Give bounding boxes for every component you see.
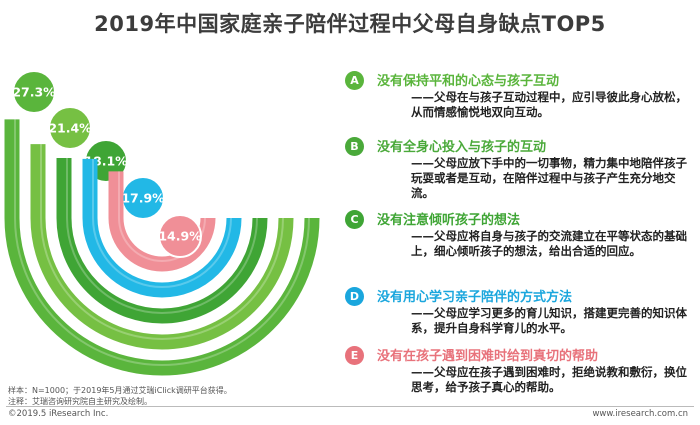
arc-bar-4: 17.9%	[82, 158, 242, 298]
arc-bar-shape	[4, 119, 320, 376]
reason-body: ——父母应将自身与孩子的交流建立在平等状态的基础上，细心倾听孩子的想法，给出合适…	[411, 229, 687, 258]
arc-bar-shape	[82, 158, 242, 298]
arc-bar-highlight	[14, 119, 310, 366]
website-link: www.iresearch.com.cn	[592, 409, 688, 419]
footer-divider	[6, 406, 694, 407]
arc-bar-3: 18.1%	[56, 139, 268, 324]
reason-body: ——父母应学习更多的育儿知识，搭建更完善的知识体系，提升自身科学育儿的水平。	[411, 306, 687, 335]
badge-c: C	[345, 210, 364, 229]
reason-body: ——父母在与孩子互动过程中，应引导彼此身心放松，从而情感愉悦地双向互动。	[411, 90, 687, 119]
arc-bar-5: 14.9%	[108, 171, 216, 272]
badge-e: E	[345, 346, 364, 365]
arc-bar-shape	[56, 157, 268, 324]
reason-body: ——父母应放下手中的一切事物，精力集中地陪伴孩子玩耍或者是互动，在陪伴过程中与孩…	[411, 156, 687, 200]
arc-bar-2: 21.4%	[30, 106, 294, 350]
copyright: ©2019.5 iResearch Inc.	[8, 409, 109, 419]
value-bubble	[12, 70, 56, 114]
value-bubble	[48, 106, 92, 150]
arc-bar-highlight	[40, 144, 284, 340]
reason-body: ——父母应在孩子遇到困难时，拒绝说教和敷衍，换位思考，给予孩子真心的帮助。	[411, 365, 687, 394]
badge-d: D	[345, 287, 364, 306]
reason-heading: 没有全身心投入与孩子的互动	[377, 140, 547, 155]
chart-title: 2019年中国家庭亲子陪伴过程中父母自身缺点TOP5	[94, 12, 606, 36]
badge-b: B	[345, 137, 364, 156]
annotation-note: 注释：艾瑞咨询研究院自主研究及绘制。	[8, 397, 152, 406]
arc-bar-shape	[108, 171, 216, 272]
value-label: 21.4%	[48, 121, 92, 136]
arc-bar-1: 27.3%	[4, 70, 320, 376]
reason-heading: 没有注意倾听孩子的想法	[377, 213, 521, 228]
value-label: 27.3%	[12, 85, 56, 100]
reason-heading: 没有在孩子遇到困难时给到真切的帮助	[377, 349, 599, 364]
reason-heading: 没有用心学习亲子陪伴的方式方法	[377, 290, 573, 305]
reason-heading: 没有保持平和的心态与孩子互动	[377, 74, 560, 89]
value-label: 17.9%	[121, 191, 165, 206]
arc-bar-shape	[30, 144, 294, 350]
sample-notes: 样本：N=1000；于2019年5月通过艾瑞iClick调研平台获得。 注释：艾…	[8, 385, 232, 407]
value-label: 14.9%	[158, 229, 202, 244]
sample-note: 样本：N=1000；于2019年5月通过艾瑞iClick调研平台获得。	[8, 386, 232, 395]
arc-bar-highlight	[92, 158, 232, 288]
arc-bar-chart: 27.3% 21.4% 18.1%17.9% 14.9%	[4, 70, 320, 376]
badge-a: A	[345, 71, 364, 90]
arc-bar-highlight	[66, 157, 258, 314]
value-bubble	[158, 214, 202, 258]
